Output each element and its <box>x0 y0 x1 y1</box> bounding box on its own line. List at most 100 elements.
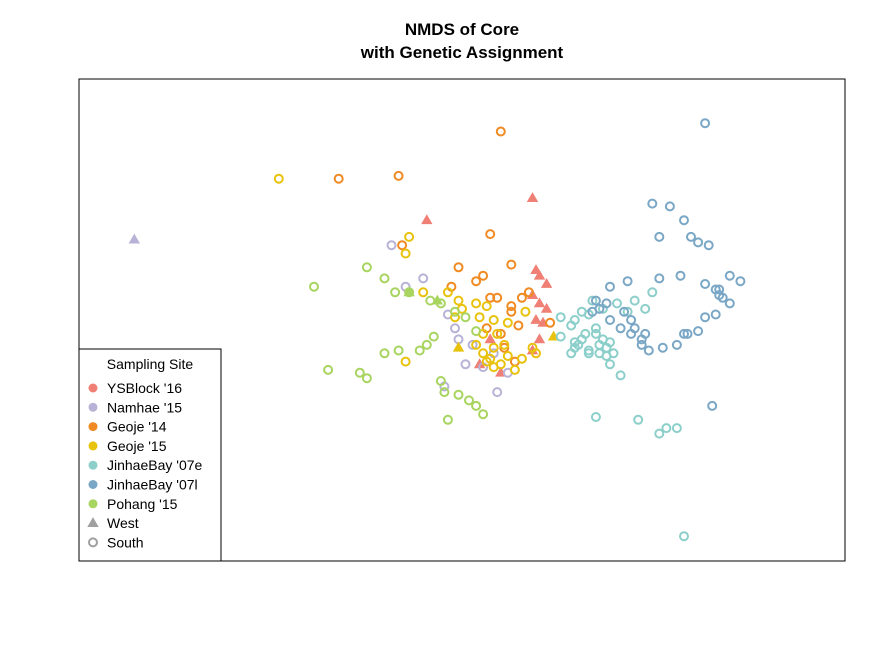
point-namhae-15-west <box>128 233 140 244</box>
point-pohang-15-south <box>379 348 390 359</box>
point-jinhaebay-07l-south <box>647 198 658 209</box>
point-geoje-15-south <box>516 353 527 364</box>
point-jinhaebay-07e-south <box>569 315 580 325</box>
point-geoje-15-south <box>400 356 411 367</box>
point-jinhaebay-07l-south <box>724 298 735 309</box>
chart-title-line-1: NMDS of Core <box>405 20 519 39</box>
point-geoje-15-south <box>453 295 464 306</box>
point-jinhaebay-07l-south <box>675 270 686 281</box>
point-geoje-15-south <box>471 298 482 309</box>
point-pohang-15-south <box>323 364 334 375</box>
point-pohang-15-south <box>393 345 404 356</box>
point-ysblock-16-west <box>533 333 546 344</box>
point-pohang-15-south <box>460 312 471 323</box>
point-geoje-14-south <box>485 229 496 240</box>
point-jinhaebay-07l-south <box>622 276 633 287</box>
legend-geoje-14-swatch <box>88 422 98 432</box>
point-jinhaebay-07e-south <box>629 295 640 306</box>
point-jinhaebay-07e-south <box>661 423 672 434</box>
point-geoje-15-south <box>471 339 482 350</box>
point-jinhaebay-07l-south <box>679 215 689 226</box>
point-jinhaebay-07l-south <box>700 279 711 289</box>
point-jinhaebay-07e-south <box>615 370 626 381</box>
point-jinhaebay-07l-south <box>671 339 682 350</box>
point-geoje-15-south <box>499 339 510 350</box>
point-jinhaebay-07l-south <box>679 328 689 339</box>
point-geoje-14-south <box>397 240 408 251</box>
point-jinhaebay-07e-south <box>583 348 594 359</box>
point-geoje-15-south <box>509 364 520 375</box>
point-geoje-15-south <box>488 342 499 353</box>
point-pohang-15-south <box>379 273 390 284</box>
point-jinhaebay-07l-south <box>700 118 711 129</box>
point-jinhaebay-07e-south <box>647 287 658 298</box>
point-geoje-14-south <box>478 270 489 281</box>
legend-jinhaebay-07e-swatch <box>88 460 98 470</box>
point-geoje-15-south <box>442 287 453 298</box>
point-jinhaebay-07e-south <box>605 359 615 370</box>
point-geoje-15-south <box>495 359 506 370</box>
point-jinhaebay-07l-south <box>707 400 718 411</box>
point-geoje-14-south <box>453 262 464 273</box>
point-jinhaebay-07e-south <box>622 306 633 317</box>
point-jinhaebay-07l-south <box>703 240 714 251</box>
point-pohang-15-south <box>478 409 489 420</box>
chart-title-line-2: with Genetic Assignment <box>360 43 564 62</box>
point-ysblock-16-west <box>533 269 546 280</box>
point-ysblock-16-west <box>473 358 486 369</box>
point-geoje-15-south <box>488 315 499 325</box>
legend-entries: YSBlock '16 Namhae '15 Geoje '14 Geoje '15 J… <box>87 380 203 550</box>
point-jinhaebay-07l-south <box>693 326 704 337</box>
legend-namhae-15-label: Namhae '15 <box>107 399 182 415</box>
point-ysblock-16-west <box>533 297 546 308</box>
point-jinhaebay-07l-south <box>654 273 665 284</box>
point-jinhaebay-07e-south <box>612 298 622 309</box>
point-geoje-15-south <box>520 306 531 317</box>
point-pohang-15-south <box>309 281 319 292</box>
point-jinhaebay-07e-south <box>569 337 580 348</box>
legend: Sampling Site YSBlock '16 Namhae '15 Geoje… <box>78 348 222 562</box>
legend-south-swatch <box>88 537 98 548</box>
point-jinhaebay-07e-south <box>555 331 566 342</box>
legend-geoje-15-swatch <box>88 441 98 451</box>
legend-west-swatch <box>87 517 99 527</box>
point-namhae-15-south <box>492 387 503 398</box>
point-jinhaebay-07e-south <box>679 531 689 542</box>
point-ysblock-16-west <box>540 302 553 313</box>
points-layer <box>128 118 746 542</box>
point-jinhaebay-07l-south <box>640 328 651 339</box>
point-jinhaebay-07e-south <box>633 414 644 425</box>
point-geoje-15-south <box>478 348 489 359</box>
legend-ysblock-16-swatch <box>88 383 98 393</box>
point-jinhaebay-07l-south <box>735 276 746 287</box>
point-jinhaebay-07l-south <box>710 309 721 320</box>
point-geoje-14-south <box>545 317 556 328</box>
legend-jinhaebay-07l-swatch <box>88 480 98 489</box>
legend-jinhaebay-07l-label: JinhaeBay '07l <box>107 477 198 493</box>
point-jinhaebay-07e-south <box>597 334 608 345</box>
point-pohang-15-south <box>361 262 372 273</box>
legend-geoje-14-label: Geoje '14 <box>107 419 167 435</box>
point-geoje-15-south <box>502 351 513 361</box>
point-namhae-15-south <box>467 339 478 350</box>
point-jinhaebay-07e-south <box>671 423 682 434</box>
point-namhae-15-south <box>460 359 471 370</box>
point-jinhaebay-07l-south <box>643 345 654 356</box>
legend-ysblock-16-label: YSBlock '16 <box>107 380 182 396</box>
point-pohang-15-south <box>471 400 482 411</box>
legend-box <box>78 348 222 562</box>
legend-south-label: South <box>107 534 144 550</box>
point-jinhaebay-07e-south <box>608 348 619 359</box>
legend-title: Sampling Site <box>107 356 194 372</box>
point-jinhaebay-07l-south <box>605 315 615 325</box>
point-jinhaebay-07l-south <box>686 231 696 242</box>
point-jinhaebay-07l-south <box>626 315 637 325</box>
point-geoje-15-south <box>273 173 284 184</box>
point-namhae-15-south <box>450 323 460 334</box>
point-jinhaebay-07l-south <box>724 270 735 281</box>
point-ysblock-16-west <box>484 333 496 344</box>
point-jinhaebay-07e-south <box>566 348 577 359</box>
point-pohang-15-south <box>439 387 450 398</box>
point-pohang-15-south <box>435 376 446 386</box>
point-jinhaebay-07l-south <box>657 342 668 353</box>
